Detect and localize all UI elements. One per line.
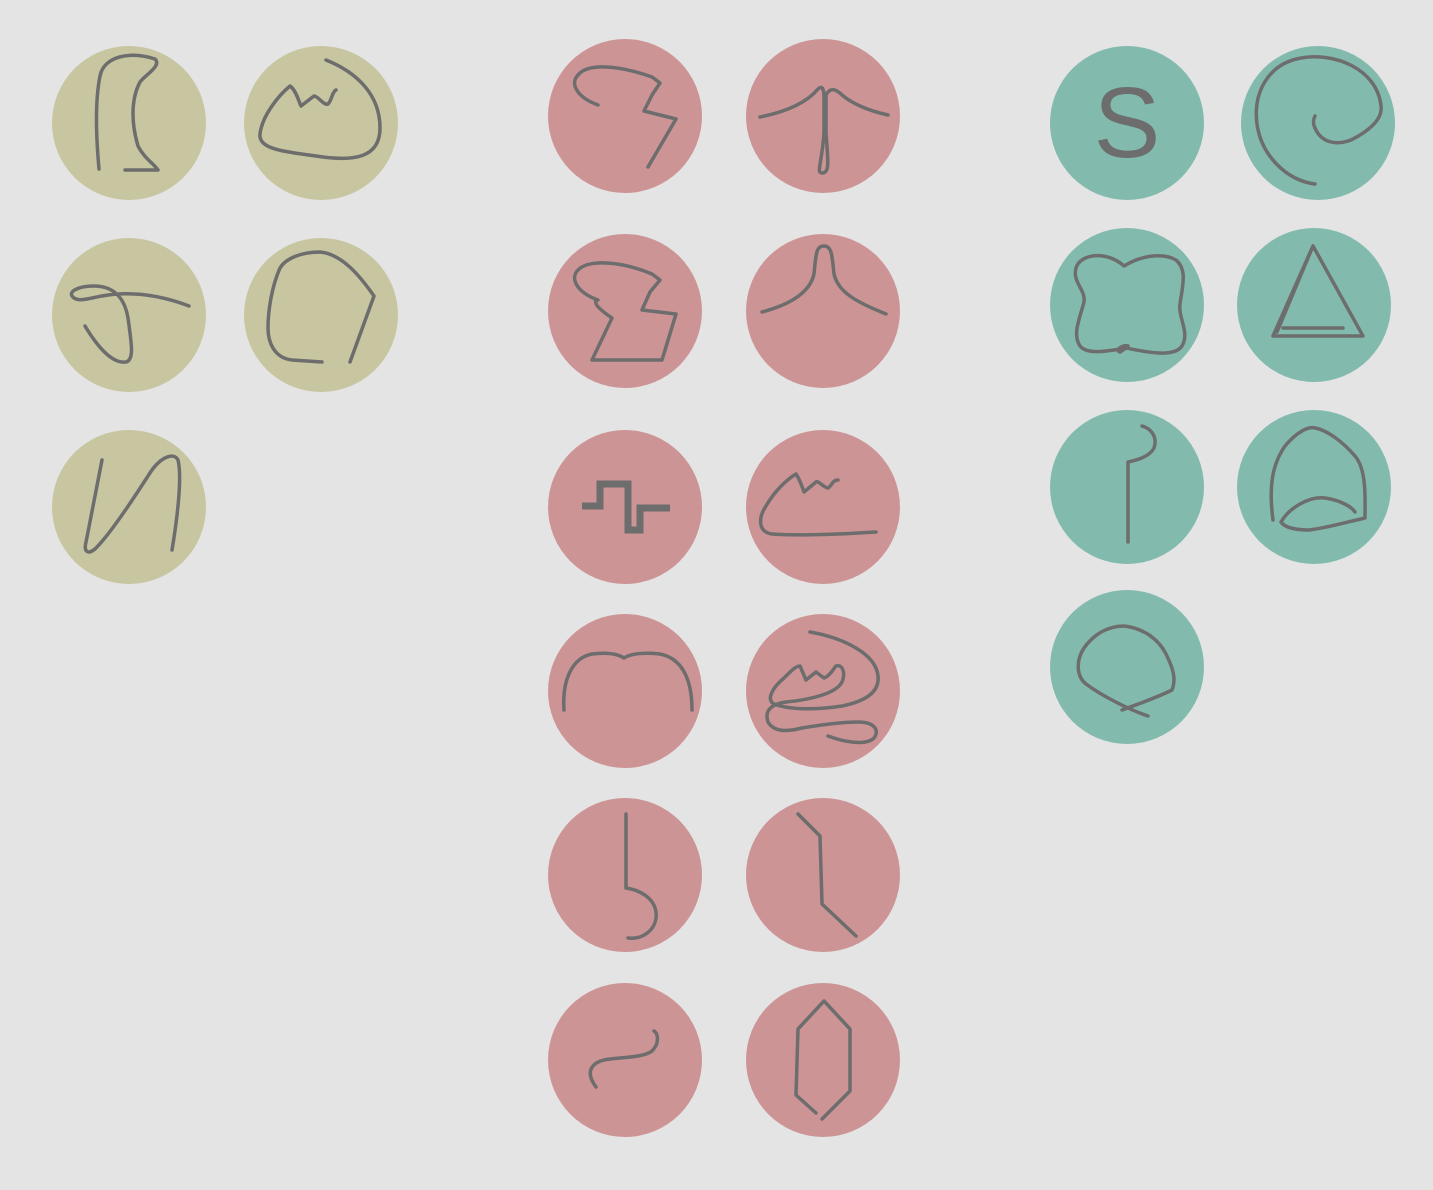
open-polygon-icon xyxy=(266,250,376,364)
hill-line-icon xyxy=(758,472,878,537)
letter-s-token[interactable]: S xyxy=(1050,46,1204,200)
bent-line-icon xyxy=(796,812,858,938)
arrow-up-stem-icon xyxy=(758,85,890,175)
spiral-c-token[interactable] xyxy=(1241,46,1395,200)
dome-token[interactable] xyxy=(1237,410,1391,564)
spiral-mountain-icon xyxy=(765,630,880,745)
square-step-icon xyxy=(582,480,670,534)
hill-line-token[interactable] xyxy=(746,430,900,584)
z-parallelogram-token[interactable] xyxy=(548,234,702,388)
dome-icon xyxy=(1269,425,1367,532)
z-parallelogram-icon xyxy=(572,261,678,362)
hook-curve-icon xyxy=(69,284,191,364)
bell-peak-icon xyxy=(760,244,888,316)
letter-s-glyph: S xyxy=(1093,67,1161,179)
cushion-square-icon xyxy=(1073,253,1187,355)
hook-curve-token[interactable] xyxy=(52,238,206,392)
spiral-c-icon xyxy=(1254,55,1383,186)
arch-token[interactable] xyxy=(548,614,702,768)
loop-drop-token[interactable] xyxy=(1050,590,1204,744)
triangle-token[interactable] xyxy=(1237,228,1391,382)
bell-peak-token[interactable] xyxy=(746,234,900,388)
n-wave-icon xyxy=(83,454,182,554)
cushion-square-token[interactable] xyxy=(1050,228,1204,382)
stem-hook-token[interactable] xyxy=(548,798,702,952)
n-wave-token[interactable] xyxy=(52,430,206,584)
zigzag-hook-token[interactable] xyxy=(548,39,702,193)
s-curve-icon xyxy=(588,1029,660,1089)
square-step-token[interactable] xyxy=(548,430,702,584)
squiggle-bracket-token[interactable] xyxy=(52,46,206,200)
bent-line-token[interactable] xyxy=(746,798,900,952)
s-curve-token[interactable] xyxy=(548,983,702,1137)
squiggle-bracket-icon xyxy=(94,53,160,172)
zigzag-hook-icon xyxy=(572,65,678,169)
arrow-up-stem-token[interactable] xyxy=(746,39,900,193)
loop-drop-icon xyxy=(1076,624,1176,718)
hexagon-outline-icon xyxy=(794,999,852,1121)
mountain-blob-icon xyxy=(258,58,382,161)
hook-stem-token[interactable] xyxy=(1050,410,1204,564)
open-polygon-token[interactable] xyxy=(244,238,398,392)
stem-hook-icon xyxy=(624,812,658,940)
arch-icon xyxy=(562,651,694,712)
hook-stem-icon xyxy=(1126,424,1157,544)
triangle-icon xyxy=(1271,244,1365,338)
spiral-mountain-token[interactable] xyxy=(746,614,900,768)
mountain-blob-token[interactable] xyxy=(244,46,398,200)
hexagon-outline-token[interactable] xyxy=(746,983,900,1137)
